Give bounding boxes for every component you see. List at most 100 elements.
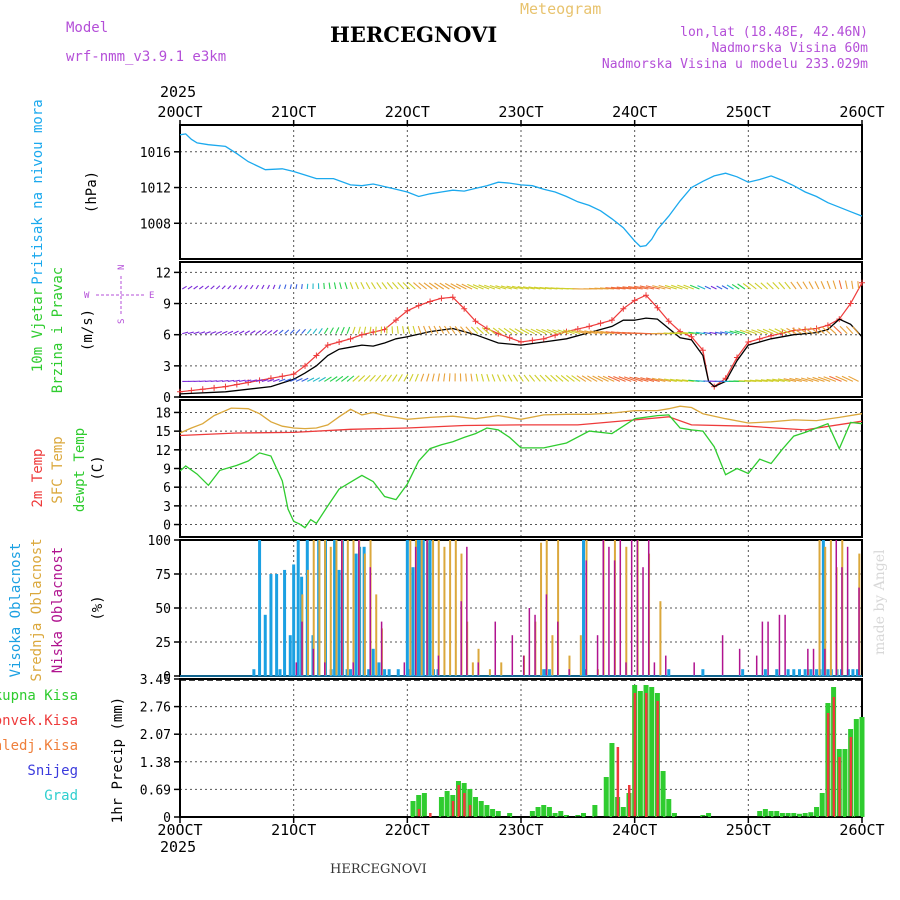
wind-barb	[210, 285, 215, 290]
wind-barb	[534, 374, 541, 382]
wind-barb	[605, 331, 620, 335]
wind-barb	[363, 374, 371, 382]
pressure-ytick-label: 1016	[140, 146, 171, 161]
wind-barb	[284, 284, 287, 290]
cloud-high-label: Visoka Oblacnost	[8, 543, 24, 678]
model-name: wrf-nmm_v3.9.1 e3km	[66, 49, 227, 65]
cloud-bar-0	[417, 540, 421, 676]
cloud-bar-0	[797, 669, 801, 676]
wind-barb	[812, 376, 825, 382]
wind-gust-marker	[597, 320, 604, 327]
cloud-bar-2	[846, 546, 849, 676]
cloud-bar-0	[809, 669, 813, 676]
wind-barb	[352, 375, 360, 382]
wind-barb	[221, 379, 229, 382]
wind-barb	[261, 379, 269, 382]
wind-barb	[301, 328, 306, 335]
wind-barb	[461, 283, 473, 290]
wind-barb	[786, 327, 797, 335]
wind-barb	[688, 331, 700, 335]
cloud-bar-2	[312, 648, 315, 676]
wind-barb	[198, 285, 204, 290]
wind-gust-marker	[529, 337, 536, 344]
wind-barb	[790, 281, 797, 290]
wind-barb	[318, 376, 326, 382]
cloud-unit: (%)	[90, 595, 106, 620]
wind-barb	[221, 285, 226, 290]
wind-barb	[301, 283, 303, 290]
wind-barb	[481, 327, 490, 335]
cloud-bar-0	[421, 540, 425, 676]
wind-barb	[587, 375, 598, 382]
cloud-bar-0	[411, 567, 415, 676]
cloud-bar-1	[829, 540, 832, 676]
cloud-bar-1	[312, 540, 315, 676]
wind-barb	[720, 331, 728, 335]
wind-barb	[284, 329, 290, 335]
wind-barb	[628, 285, 643, 290]
cloud-bar-1	[324, 540, 327, 676]
wind-barb	[833, 325, 842, 335]
wind-barb	[402, 326, 405, 334]
wind-barb	[449, 325, 456, 334]
wind-barb	[312, 377, 321, 382]
wind-barb	[312, 328, 318, 334]
wind-barb	[795, 377, 808, 382]
cloud-bar-2	[613, 560, 616, 676]
x-tick-label-bottom: 24OCT	[612, 821, 657, 839]
cloud-bar-1	[307, 569, 310, 676]
precip-total-bar	[757, 811, 763, 817]
wind-barb	[278, 329, 284, 335]
wind-barb	[437, 373, 440, 382]
wind-barb	[634, 376, 649, 382]
temp-line-2	[179, 414, 863, 529]
wind-gust-marker	[211, 384, 218, 391]
cloud-bar-1	[420, 540, 423, 676]
cloud-bar-2	[301, 621, 303, 676]
cloud-bar-2	[642, 567, 644, 676]
cloud-bar-2	[738, 648, 741, 676]
cloud-bar-1	[818, 540, 821, 676]
cloud-bar-0	[367, 669, 371, 676]
cloud-bar-1	[363, 553, 366, 676]
wind-barb	[519, 328, 530, 335]
cloud-bar-2	[295, 662, 298, 676]
cloud-bar-1	[432, 540, 435, 676]
precip-total-bar	[507, 813, 513, 817]
precip-total-bar	[541, 805, 547, 817]
cloud-bar-2	[585, 560, 587, 676]
x-tick-label-top: 21OCT	[271, 103, 316, 121]
cloud-bar-2	[460, 601, 462, 676]
wind-barb	[754, 282, 763, 290]
wind-barb	[465, 373, 467, 382]
wind-barb	[204, 331, 211, 335]
cloud-bar-0	[371, 648, 375, 676]
wind-gust-marker	[847, 300, 854, 307]
precip-total-bar	[791, 813, 797, 817]
wind-barb	[210, 380, 218, 382]
wind-barb	[417, 325, 422, 334]
wind-barb	[783, 378, 797, 382]
wind-barb	[386, 374, 393, 382]
wind-barb	[726, 284, 734, 290]
wind-barb	[704, 285, 712, 290]
precip-total-bar	[671, 813, 677, 817]
wind-barb	[363, 326, 367, 334]
clouds-ytick-label: 25	[155, 636, 171, 651]
pressure-ytick-label: 1008	[140, 217, 171, 232]
wind-barb	[597, 375, 609, 382]
cloud-bar-2	[414, 546, 417, 676]
wind-barb	[187, 285, 193, 290]
cloud-bar-2	[721, 635, 724, 676]
wind-barb	[809, 327, 820, 335]
wind-barb	[307, 377, 315, 382]
precip-total-bar	[575, 815, 581, 817]
wind-barb	[374, 326, 377, 334]
wind-barb	[397, 282, 405, 290]
cloud-bar-1	[551, 635, 554, 676]
wind-barb	[365, 282, 371, 290]
wind-barb	[751, 329, 763, 335]
cloud-mid-label: Srednja Oblacnost	[29, 538, 45, 681]
wind-barb	[489, 284, 501, 290]
cloud-bar-2	[358, 540, 360, 676]
